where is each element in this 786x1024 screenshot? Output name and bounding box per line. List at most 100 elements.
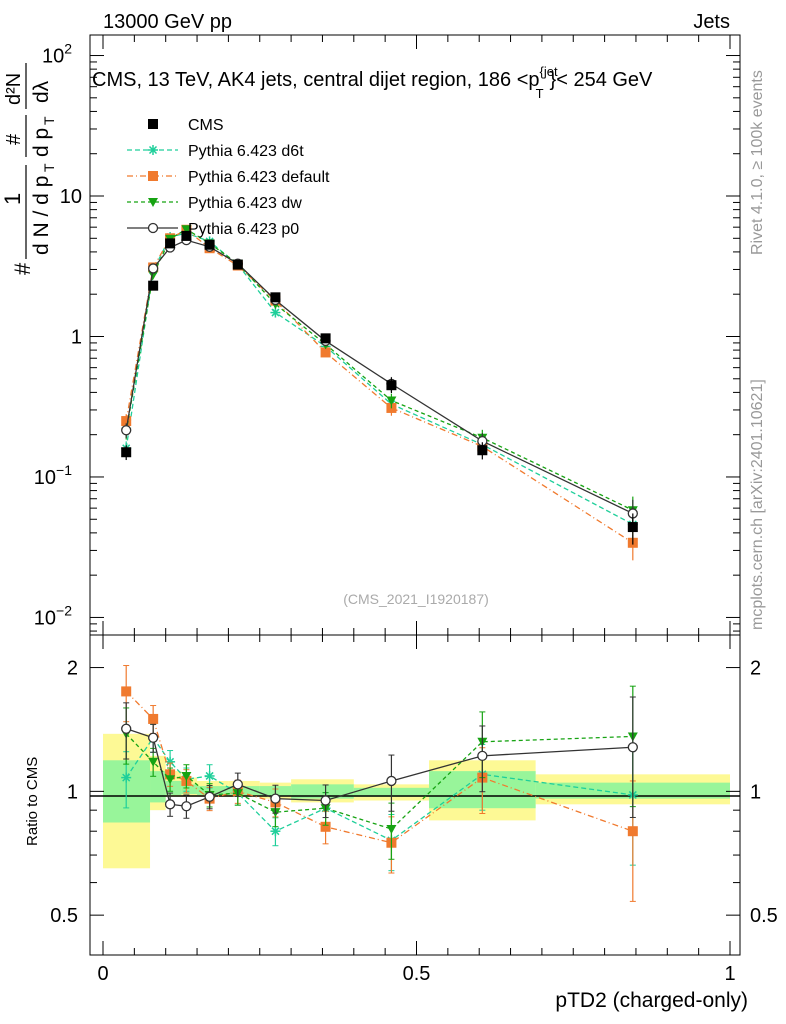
header-left: 13000 GeV pp bbox=[103, 11, 232, 33]
legend-marker-pythia-6-423-default bbox=[148, 171, 158, 181]
ratio-ytick-label-right-1: 1 bbox=[750, 781, 761, 803]
ylabel-hash: # bbox=[10, 262, 35, 275]
ratio-point-pythia-6-423-p0-4 bbox=[204, 791, 215, 802]
main-y-label: # 1 d N / d p T # d p T d²N dλ bbox=[0, 63, 57, 275]
main-point-cms-10 bbox=[627, 522, 638, 533]
ratio-ytick-label-right-2: 2 bbox=[750, 658, 761, 680]
ylabel-dl: dλ bbox=[30, 80, 53, 103]
main-point-pythia-6-423-dw-8 bbox=[386, 396, 397, 406]
main-ytick-label-1: 10−1 bbox=[34, 462, 72, 489]
ratio-ytick-label-1: 1 bbox=[67, 781, 78, 803]
main-point-cms-0 bbox=[121, 447, 132, 458]
ratio-point-pythia-6-423-dw-8 bbox=[386, 824, 397, 834]
band-green-4 bbox=[197, 786, 229, 795]
ratio-point-pythia-6-423-p0-9 bbox=[477, 750, 488, 761]
ylabel-t2: T bbox=[41, 116, 57, 125]
ratio-point-pythia-6-423-p0-2 bbox=[164, 799, 176, 810]
main-ytick-label-4: 102 bbox=[42, 41, 72, 68]
legend-label-pythia-6-423-p0: Pythia 6.423 p0 bbox=[188, 221, 299, 238]
ratio-ytick-label-0: 0.5 bbox=[50, 905, 78, 927]
band-green-5 bbox=[228, 786, 260, 795]
band-green-3 bbox=[181, 784, 198, 795]
ratio-point-pythia-6-423-default-0 bbox=[121, 686, 132, 697]
ratio-point-pythia-6-423-default-1 bbox=[148, 713, 159, 724]
ratio-line-pythia-6-423-default bbox=[125, 690, 634, 844]
legend-marker-cms bbox=[148, 119, 158, 129]
ratio-ytick-label-2: 2 bbox=[67, 658, 78, 680]
ratio-point-pythia-6-423-d6t-0 bbox=[121, 772, 132, 783]
ratio-point-pythia-6-423-dw-2 bbox=[165, 775, 176, 785]
main-y-axis: 10−2 10−1 1 10 102 bbox=[34, 41, 740, 632]
ratio-point-pythia-6-423-d6t-6 bbox=[270, 826, 281, 837]
title-end: }< 254 GeV bbox=[550, 69, 654, 91]
main-point-cms-7 bbox=[320, 333, 331, 344]
ylabel-t: T bbox=[41, 163, 57, 172]
band-green-7 bbox=[291, 784, 354, 799]
main-point-pythia-6-423-p0-0 bbox=[121, 425, 132, 436]
main-point-pythia-6-423-dw-1 bbox=[148, 270, 159, 280]
main-point-pythia-6-423-d6t-6 bbox=[270, 307, 281, 318]
legend-label-pythia-6-423-dw: Pythia 6.423 dw bbox=[188, 195, 302, 212]
ylabel-dn: d N / d p bbox=[30, 176, 53, 255]
band-green-1 bbox=[150, 771, 166, 803]
ratio-line-pythia-6-423-d6t bbox=[125, 736, 633, 842]
main-point-pythia-6-423-dw-3 bbox=[181, 225, 192, 235]
ratio-point-pythia-6-423-p0-0 bbox=[121, 723, 132, 734]
rivet-label: Rivet 4.1.0, ≥ 100k events bbox=[749, 70, 766, 255]
ylabel-dp: d p bbox=[30, 128, 53, 157]
legend-label-pythia-6-423-d6t: Pythia 6.423 d6t bbox=[188, 143, 304, 160]
main-line-pythia-6-423-p0 bbox=[125, 239, 634, 515]
ratio-point-pythia-6-423-p0-1 bbox=[148, 732, 159, 743]
ratio-frame bbox=[89, 634, 741, 956]
main-point-pythia-6-423-default-7 bbox=[320, 347, 331, 358]
ratio-y-label: Ratio to CMS bbox=[24, 757, 41, 846]
ylabel-hash2: # bbox=[3, 133, 25, 145]
ratio-point-pythia-6-423-p0-10 bbox=[627, 742, 638, 753]
legend-marker-pythia-6-423-d6t bbox=[148, 145, 158, 155]
ratio-point-pythia-6-423-d6t-4 bbox=[204, 770, 215, 781]
title-superscript: {jet bbox=[540, 64, 558, 79]
ratio-point-pythia-6-423-dw-1 bbox=[148, 757, 159, 767]
x-axis-label: pTD2 (charged-only) bbox=[555, 989, 748, 1012]
main-point-cms-3 bbox=[181, 230, 192, 241]
ratio-point-pythia-6-423-dw-3 bbox=[181, 771, 192, 781]
x-axis: 0 0.5 1 bbox=[97, 35, 736, 985]
main-ytick-label-2: 1 bbox=[71, 326, 82, 348]
ratio-point-pythia-6-423-default-10 bbox=[627, 826, 638, 837]
x-tick-label-0: 0 bbox=[97, 963, 108, 985]
main-point-pythia-6-423-default-0 bbox=[121, 416, 132, 427]
ratio-y-axis: 0.5 0.5 1 1 2 2 bbox=[50, 658, 778, 956]
ylabel-num: d²N bbox=[3, 73, 25, 105]
main-point-cms-9 bbox=[477, 445, 488, 456]
x-tick-label-1: 0.5 bbox=[403, 963, 431, 985]
legend-marker-pythia-6-423-dw bbox=[148, 198, 158, 207]
main-point-cms-6 bbox=[270, 292, 281, 303]
main-line-pythia-6-423-default bbox=[125, 228, 634, 544]
main-point-cms-2 bbox=[165, 238, 176, 249]
main-line-pythia-6-423-dw bbox=[125, 228, 634, 511]
main-series-group bbox=[121, 224, 638, 561]
main-line-pythia-6-423-d6t bbox=[125, 232, 634, 525]
main-point-pythia-6-423-p0-1 bbox=[148, 263, 159, 274]
main-point-cms-8 bbox=[386, 380, 397, 391]
main-point-cms-4 bbox=[204, 239, 215, 250]
main-ytick-label-3: 10 bbox=[60, 186, 82, 208]
legend: CMS Pythia 6.423 d6t Pythia 6.423 default P… bbox=[127, 117, 330, 238]
ratio-ytick-label-right-0: 0.5 bbox=[750, 905, 778, 927]
ratio-point-pythia-6-423-p0-8 bbox=[386, 775, 397, 787]
main-point-cms-5 bbox=[232, 259, 243, 270]
ratio-point-pythia-6-423-p0-5 bbox=[232, 779, 243, 790]
ylabel-one: 1 bbox=[0, 193, 25, 205]
main-ytick-label-0: 10−2 bbox=[34, 602, 72, 629]
main-point-cms-1 bbox=[148, 280, 159, 291]
legend-label-cms: CMS bbox=[188, 117, 224, 134]
mcplots-label: mcplots.cern.ch [arXiv:2401.10621] bbox=[749, 379, 766, 630]
x-tick-label-2: 1 bbox=[724, 963, 735, 985]
ratio-series-group bbox=[121, 665, 638, 902]
plot-title: CMS, 13 TeV, AK4 jets, central dijet reg… bbox=[92, 64, 653, 101]
analysis-watermark: (CMS_2021_I1920187) bbox=[343, 591, 489, 607]
legend-label-pythia-6-423-default: Pythia 6.423 default bbox=[188, 169, 330, 186]
header-right: Jets bbox=[693, 11, 730, 33]
ratio-uncertainty-bands bbox=[103, 733, 730, 869]
